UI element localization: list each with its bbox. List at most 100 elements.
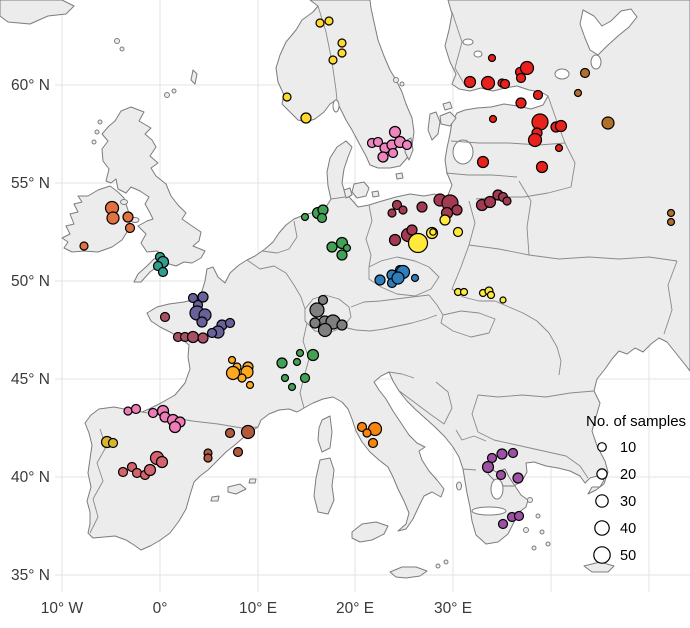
land-saaremaa [439, 111, 457, 127]
land-sicily [351, 521, 389, 543]
legend-size-label: 40 [620, 521, 636, 537]
sample-points-layer [79, 16, 676, 530]
spain-sienna-point [203, 453, 213, 463]
white-sea [579, 8, 638, 56]
lon-axis-label: 10° W [41, 600, 84, 617]
spain-rose-point [155, 455, 169, 469]
greece-purple-point [507, 447, 519, 459]
baltic-red-point [535, 160, 549, 174]
russia-brown-point [666, 217, 676, 227]
norway-yellow-point [282, 92, 292, 102]
carpathian-yellow-point [459, 287, 469, 297]
finnish-lake [473, 50, 483, 58]
spain-pink-point [147, 407, 159, 419]
island-speck [527, 497, 533, 503]
legend-size-circle [593, 546, 611, 564]
island-speck [535, 513, 541, 519]
sweden-pink-point [372, 136, 384, 148]
alps-green-point [280, 373, 290, 383]
baltic-red-point [527, 132, 543, 148]
land-bornholm [395, 172, 404, 180]
italy-orange-point [356, 421, 368, 433]
water-overlays [332, 8, 638, 516]
land-rhodes-area [583, 561, 615, 573]
poland-maroon-point [502, 196, 512, 206]
legend-size-circle [597, 442, 607, 452]
greece-purple-point [513, 510, 525, 522]
baltic-red-point [487, 53, 497, 63]
island-speck [435, 563, 441, 569]
greece-purple-point [495, 469, 507, 481]
baltic-red-point [515, 97, 527, 109]
lon-axis-label: 0° [153, 600, 168, 617]
island-corfu [456, 481, 462, 491]
france-orange-point [227, 355, 237, 365]
alps-green-point [287, 382, 297, 392]
poland-yellow-point [452, 226, 464, 238]
lat-axis-label: 60° N [11, 77, 50, 94]
swiss-gray-point [317, 322, 333, 338]
baltic-red-point [531, 113, 549, 131]
land-iceland [0, 0, 75, 25]
carpathian-yellow-point [499, 296, 507, 304]
spain-sienna-point [232, 446, 244, 458]
island-orkney [171, 88, 177, 94]
loire-maroon-point [197, 332, 209, 344]
lat-axis-label: 55° N [11, 175, 50, 192]
sweden-pink-point [377, 151, 389, 163]
poland-yellow-point [429, 228, 437, 236]
legend-size-label: 50 [620, 548, 636, 564]
greece-purple-point [512, 472, 524, 484]
lat-axis-label: 40° N [11, 469, 50, 486]
spain-gold-point [107, 437, 119, 449]
legend-size-label: 20 [620, 467, 636, 483]
land-corsica [317, 415, 333, 453]
lake-onega [590, 54, 602, 70]
france-orange-point [225, 365, 241, 381]
carpathian-yellow-point [486, 290, 496, 300]
gulf-of-riga [452, 139, 474, 165]
swiss-gray-point [309, 317, 321, 329]
norway-yellow-point [337, 48, 347, 58]
land-aland [393, 77, 399, 83]
loire-maroon-point [159, 311, 171, 323]
spain-pink-point [130, 403, 142, 415]
baltic-red-point [463, 75, 477, 89]
russia-brown-point [601, 116, 615, 130]
germany-green-point [300, 212, 310, 222]
island-orkney [164, 92, 170, 98]
legend-size-label: 30 [620, 494, 636, 510]
russia-brown-point [573, 88, 583, 98]
spain-sienna-point [240, 424, 256, 440]
greece-purple-point [497, 518, 509, 530]
island-speck [539, 529, 545, 535]
ireland-rust-point [124, 222, 136, 234]
brittany-slate-point [224, 317, 236, 329]
ireland-rust-point [79, 241, 89, 251]
brittany-slate-point [197, 291, 209, 303]
land-mallorca [227, 483, 247, 495]
czech-blue-point [374, 274, 386, 286]
brittany-slate-point [196, 316, 208, 328]
poland-maroon-point [416, 201, 428, 213]
greece-purple-point [496, 448, 508, 460]
legend-size-circle [595, 494, 609, 508]
poland-maroon-point [398, 205, 408, 215]
baltic-red-point [488, 114, 498, 124]
russia-brown-point [579, 67, 591, 79]
poland-yellow-point [439, 214, 451, 226]
legend-size-circle [596, 468, 608, 480]
land-crete [389, 566, 428, 579]
island-man [120, 199, 128, 205]
baltic-red-point [532, 89, 544, 101]
island-hebrides [97, 119, 103, 125]
lat-axis-label: 50° N [11, 273, 50, 290]
norway-yellow-point [337, 38, 347, 48]
legend-size-circle [594, 520, 610, 536]
island-hebrides [91, 139, 97, 145]
france-orange-point [245, 380, 255, 390]
spain-sienna-point [224, 427, 236, 439]
lake-ladoga [554, 68, 570, 80]
ireland-rust-point [122, 211, 134, 223]
legend-size-label: 10 [620, 440, 636, 456]
